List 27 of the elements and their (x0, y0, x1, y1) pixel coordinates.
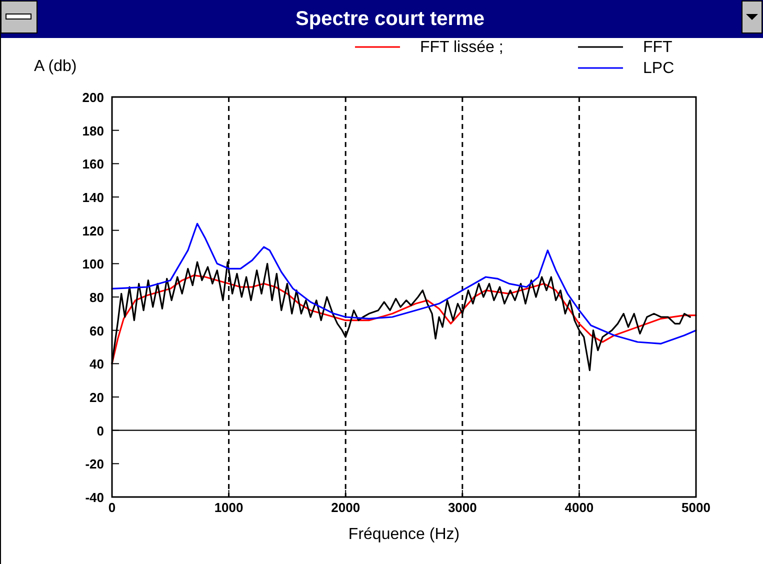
line-series (111, 274, 697, 364)
y-tick-label: 140 (82, 190, 104, 205)
legend-label: FFT lissée ; (420, 39, 504, 56)
y-tick-label: 100 (82, 256, 104, 272)
y-tick-label: 160 (82, 156, 104, 172)
y-tick-label: 120 (82, 223, 104, 238)
x-axis-title: Fréquence (Hz) (348, 526, 460, 543)
x-tick-label: 4000 (564, 500, 594, 515)
y-tick-label: 180 (82, 123, 104, 138)
x-tick-label: 1000 (214, 500, 244, 515)
line-series (111, 222, 697, 344)
legend-label: LPC (643, 60, 674, 77)
y-tick-label: 200 (82, 90, 104, 105)
y-tick-label: 20 (90, 390, 104, 405)
x-tick-label: 3000 (448, 500, 477, 515)
x-tick-label: 0 (108, 500, 116, 515)
chart-title: Spectre court terme (296, 8, 484, 30)
x-tick-label: 2000 (331, 500, 360, 515)
y-tick-label: 0 (96, 423, 104, 438)
y-tick-label: 60 (90, 323, 104, 338)
legend-label: FFT (643, 39, 673, 56)
y-tick-label: -40 (85, 490, 104, 505)
y-tick-label: -20 (85, 456, 104, 472)
y-tick-label: 80 (90, 290, 104, 305)
x-tick-label: 5000 (682, 500, 710, 515)
y-axis-title: A (db) (34, 58, 77, 75)
y-tick-label: 40 (90, 356, 104, 372)
